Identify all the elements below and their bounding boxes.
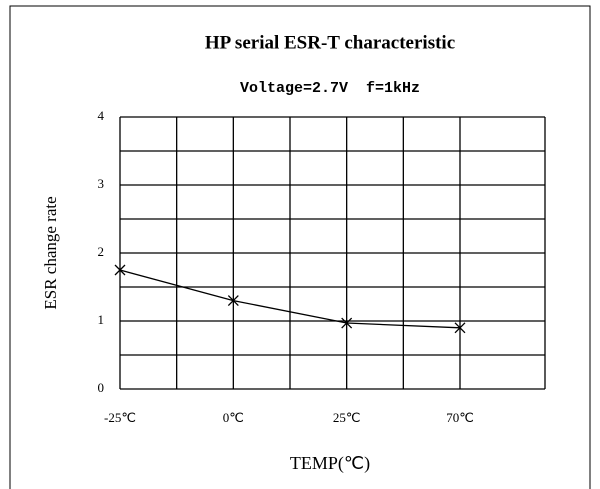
- y-tick-label: 1: [98, 312, 105, 327]
- data-line: [119, 269, 461, 329]
- point-marker: [341, 317, 353, 329]
- y-axis-label: ESR change rate: [41, 196, 60, 309]
- x-axis-label: TEMP(℃): [290, 453, 370, 474]
- y-tick-label: 3: [98, 176, 105, 191]
- y-tick-label: 4: [98, 108, 105, 123]
- frame: [9, 5, 591, 489]
- chart-title: HP serial ESR-T characteristic: [205, 32, 455, 53]
- point-marker: [454, 322, 466, 334]
- point-marker: [114, 264, 126, 276]
- x-tick-label: 25℃: [333, 410, 361, 425]
- x-tick-label: 0℃: [223, 410, 244, 425]
- chart-subtitle: Voltage=2.7V f=1kHz: [240, 80, 420, 97]
- y-tick-label: 2: [98, 244, 105, 259]
- point-marker: [227, 295, 239, 307]
- x-tick-label: -25℃: [104, 410, 136, 425]
- x-tick-label: 70℃: [446, 410, 474, 425]
- y-tick-label: 0: [98, 380, 105, 395]
